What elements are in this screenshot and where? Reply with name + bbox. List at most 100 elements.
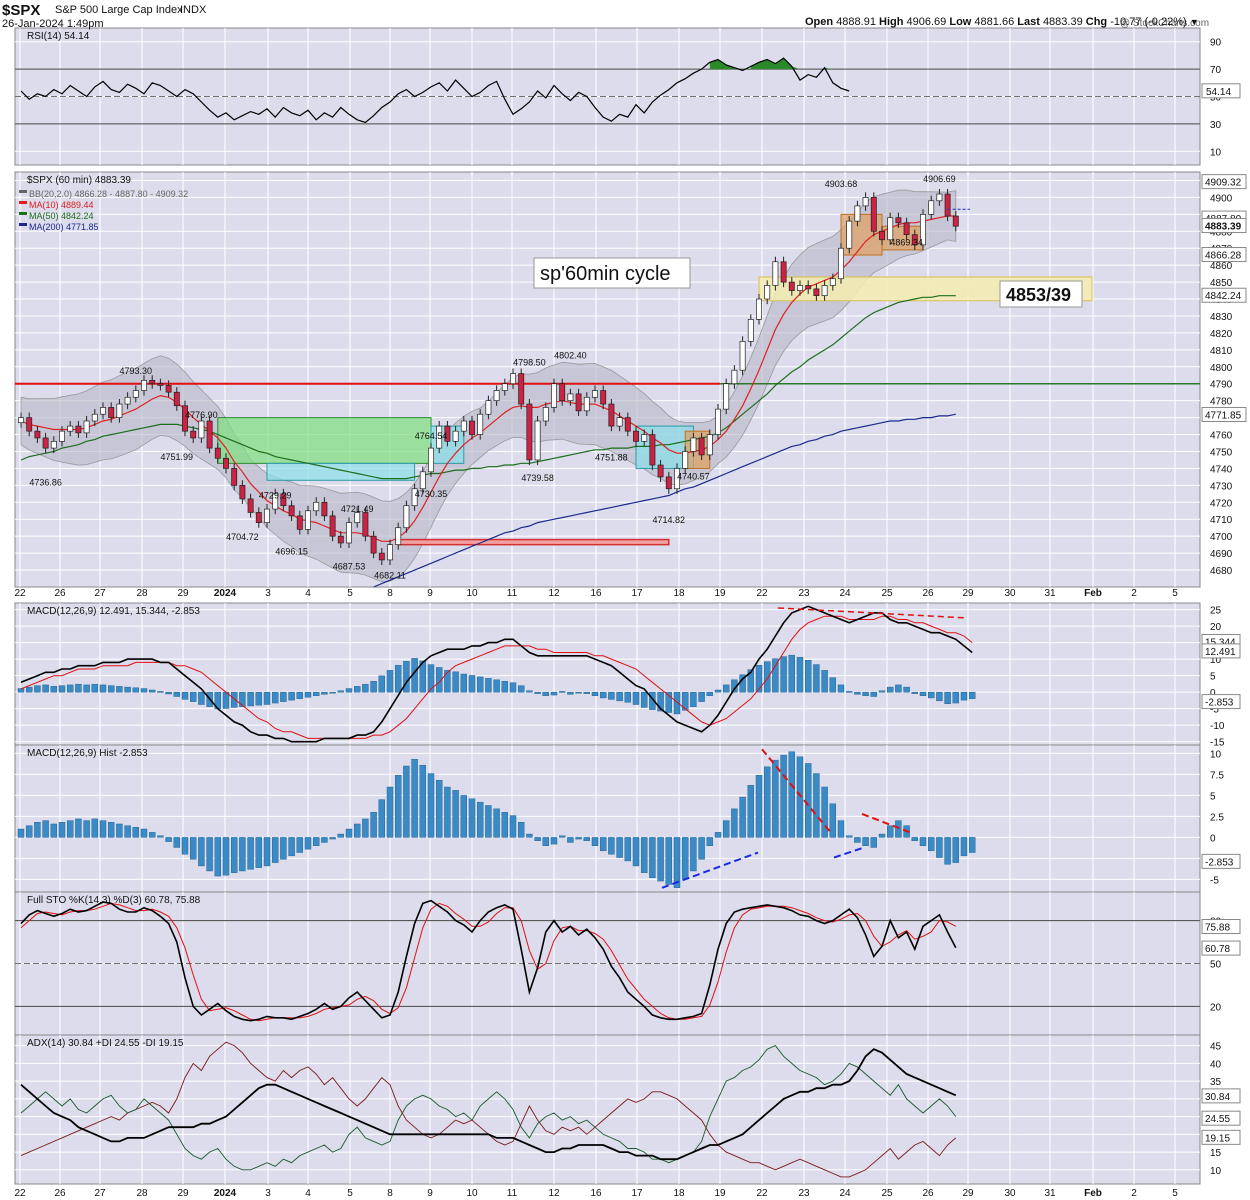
last-value: 4883.39 [1042,16,1083,28]
x-tick-label: 4 [305,1188,311,1199]
hist-bar [780,754,787,838]
macd-hist-bar [862,691,869,696]
candle-body [616,417,623,427]
candle-body [920,213,926,246]
candle-body [108,407,115,418]
chevron-down-icon[interactable]: ▼ [1189,17,1199,27]
open-value: 4888.91 [836,16,876,28]
price-right-label: 4842.24 [1205,291,1242,302]
macd-hist-bar [157,691,164,693]
hist-bar [83,820,90,838]
macd-hist-bar [247,691,254,707]
sto-right-label: 60.78 [1205,944,1230,955]
macd-hist-bar [534,691,541,694]
y-tick-label: 4900 [1210,193,1233,204]
hist-bar [75,818,82,838]
macd-hist-bar [878,690,886,693]
hist-bar [34,822,41,838]
price-right-box [1201,218,1247,234]
x-tick-label: 23 [798,588,810,599]
macd-hist-bar [34,685,41,693]
macd-hist-bar [764,661,771,693]
candle-body [862,197,869,207]
adx-right-box [1201,1129,1241,1145]
x-tick-label: 28 [136,1188,148,1199]
candle-body [952,215,959,227]
rsi-last-label: 54.14 [1206,87,1231,98]
hist-bar [362,818,369,838]
candle-body [657,464,664,478]
hist-bar [969,837,976,853]
macd-hist-bar [919,691,927,696]
price-label: 4687.53 [333,561,366,571]
hist-bar [239,837,246,872]
macd-hist-bar [99,684,107,693]
y-tick-label: 10 [1210,749,1222,760]
x-tick-label: 11 [507,1188,518,1199]
hist-bar [591,837,599,847]
legend-swatch [19,223,27,226]
candle-body [223,457,229,469]
cyan-box-1 [266,462,416,481]
panel-bg-2 [14,602,1201,746]
macd-hist-bar [485,678,492,693]
candle-body [157,383,164,386]
price-label: 4696.15 [275,547,308,557]
macd-hist-bar [296,691,303,699]
candle-body [288,505,295,517]
panel-title: MACD(12,26,9) 12.491, 15.344, -2.853 [27,606,200,617]
macd-right-label: 12.491 [1205,647,1236,658]
hist-bar [624,837,631,862]
candle-body [690,437,697,452]
price-label: 4764.54 [415,431,448,441]
macd-divergence-line [777,607,966,619]
macd-hist-bar [780,656,787,693]
x-tick-label: 2 [1131,1188,1137,1199]
macd-hist-bar [903,686,910,693]
x-tick-label: 27 [94,1188,106,1199]
hist-right-label: -2.853 [1205,857,1234,868]
panel-title: $SPX (60 min) 4883.39 [27,175,131,186]
x-tick-label: 11 [507,588,518,599]
x-tick-label: 10 [466,1188,478,1199]
hist-bar [419,764,426,838]
x-tick-label: 26 [922,1188,934,1199]
macd-hist-bar [698,691,705,702]
chg-label: Chg [1085,16,1108,28]
macd-hist-bar [403,661,410,693]
candle-body [370,535,377,554]
candle-body [231,468,238,486]
ma200-line [373,413,956,588]
x-tick-label: 5 [1172,1188,1178,1199]
candle-body [731,369,738,385]
hist-bar [345,828,353,838]
candle-body [444,425,451,442]
y-tick-label: 5 [1210,672,1216,683]
candle-body [67,425,74,432]
hist-bar [550,837,558,845]
panel-title: RSI(14) 54.14 [27,31,90,42]
candle-body [173,391,180,407]
candle-body [411,488,418,507]
candle-body [378,552,385,561]
candle-body [723,383,730,410]
hist-bar [509,815,517,838]
y-tick-label: 0 [1210,688,1216,699]
candle-body [477,413,484,435]
macd-hist-bar [600,691,607,699]
price-label: 4906.69 [923,174,956,184]
macd-hist-bar [91,683,99,693]
macd-hist-bar [17,688,25,693]
y-tick-label: 2.5 [1210,812,1224,823]
sto-d-line [20,902,957,1022]
hist-bar [116,823,123,838]
macd-hist-bar [116,686,123,693]
candle-body [313,501,320,512]
macd-hist-bar [690,691,697,707]
y-tick-label: 4860 [1210,261,1233,272]
macd-hist-bar [526,690,533,693]
y-tick-label: 30 [1210,120,1222,131]
hist-bar [772,759,779,838]
x-tick-label: 2024 [214,588,237,599]
y-tick-label: 45 [1210,1042,1222,1053]
